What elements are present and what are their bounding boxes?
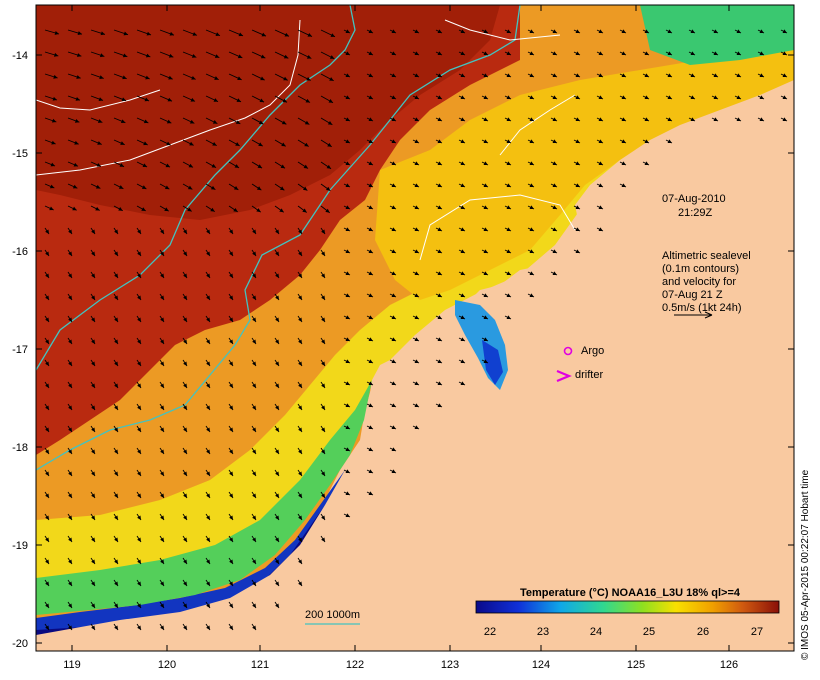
altimetry-line: 0.5m/s (1kt 24h): [662, 302, 741, 314]
colorbar-tick-label: 27: [751, 626, 763, 638]
altimetry-line: 07-Aug 21 Z: [662, 289, 723, 301]
argo-marker: Argo: [563, 345, 604, 357]
king-sound-inner: [482, 340, 503, 385]
y-tick-label: -19: [12, 540, 28, 552]
date-line2: 21:29Z: [678, 207, 713, 219]
y-tick-label: -14: [12, 50, 28, 62]
drifter-marker: drifter: [556, 369, 603, 383]
x-tick-label: 119: [63, 659, 81, 671]
map-area: [36, 5, 794, 651]
colorbar-tick-label: 22: [484, 626, 496, 638]
x-tick-label: 125: [627, 659, 645, 671]
colorbar-tick-label: 23: [537, 626, 549, 638]
date-line1: 07-Aug-2010: [662, 193, 726, 205]
ocean-yellow-band: [36, 80, 794, 578]
x-tick-label: 124: [532, 659, 550, 671]
x-tick-label: 122: [346, 659, 364, 671]
velocity-arrows: [44, 29, 788, 631]
isobath-1000m: [36, 5, 356, 371]
altimetry-line: (0.1m contours): [662, 263, 739, 275]
altimetry-line: and velocity for: [662, 276, 736, 288]
ocean-yellow-ne: [375, 50, 794, 300]
colorbar-tick-label: 26: [697, 626, 709, 638]
credit-text: © IMOS 05-Apr-2015 00:22:07 Hobart time: [800, 469, 811, 660]
colorbar-title: Temperature (°C) NOAA16_L3U 18% ql>=4: [520, 587, 741, 599]
y-tick-label: -20: [12, 638, 28, 650]
y-axis: -14 -15 -16 -17 -18 -19 -20: [12, 50, 794, 650]
x-axis: 119 120 121 122 123 124 125 126: [63, 5, 738, 671]
isobath-legend: 200 1000m: [305, 609, 360, 625]
isobath-label: 200 1000m: [305, 609, 360, 621]
altimetry-note: Altimetric sealevel (0.1m contours) and …: [662, 250, 751, 319]
argo-label: Argo: [581, 345, 604, 357]
y-tick-label: -16: [12, 246, 28, 258]
colorbar-tick-label: 24: [590, 626, 602, 638]
x-tick-label: 120: [158, 659, 176, 671]
ocean-green-band: [36, 348, 372, 615]
x-tick-label: 126: [720, 659, 738, 671]
scale-arrow-icon: [674, 311, 713, 319]
y-tick-label: -18: [12, 442, 28, 454]
y-tick-label: -15: [12, 148, 28, 160]
argo-icon: [563, 346, 573, 356]
colorbar-tick-label: 25: [643, 626, 655, 638]
drifter-icon: [556, 369, 572, 383]
drifter-label: drifter: [575, 369, 603, 381]
colorbar: Temperature (°C) NOAA16_L3U 18% ql>=4 22…: [475, 587, 780, 638]
ocean-cool-ne: [640, 5, 794, 65]
x-tick-label: 121: [251, 659, 269, 671]
ocean-warm-dark: [36, 5, 500, 220]
x-tick-label: 123: [441, 659, 459, 671]
altimetry-line: Altimetric sealevel: [662, 250, 751, 262]
y-tick-label: -17: [12, 344, 28, 356]
isobath-200m: [36, 5, 521, 471]
map-frame: [35, 4, 795, 652]
land-kimberley: [36, 80, 794, 651]
